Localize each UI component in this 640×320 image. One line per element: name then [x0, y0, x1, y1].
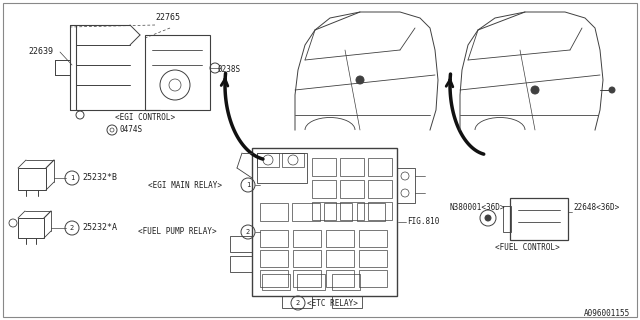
- Text: 0238S: 0238S: [218, 66, 241, 75]
- Bar: [312, 180, 336, 198]
- Bar: [282, 296, 312, 308]
- Text: 25232*A: 25232*A: [82, 223, 117, 233]
- Bar: [340, 202, 364, 220]
- Text: N380001<36D>: N380001<36D>: [450, 204, 506, 212]
- Bar: [359, 230, 387, 247]
- Bar: [145, 35, 210, 110]
- Text: 1: 1: [246, 182, 250, 188]
- Bar: [312, 158, 336, 176]
- Bar: [326, 230, 354, 247]
- Bar: [357, 203, 385, 221]
- Circle shape: [356, 76, 364, 84]
- Text: FIG.810: FIG.810: [407, 218, 440, 227]
- Bar: [260, 230, 288, 247]
- Bar: [262, 274, 290, 290]
- Text: 0474S: 0474S: [120, 125, 143, 134]
- Circle shape: [609, 87, 615, 93]
- Bar: [293, 230, 321, 247]
- Text: <ETC RELAY>: <ETC RELAY>: [307, 299, 358, 308]
- Bar: [260, 203, 288, 221]
- Text: <FUEL CONTROL>: <FUEL CONTROL>: [495, 244, 560, 252]
- Bar: [293, 250, 321, 267]
- Bar: [230, 236, 252, 252]
- Bar: [312, 202, 336, 220]
- Bar: [292, 203, 320, 221]
- Bar: [260, 270, 288, 287]
- Text: 2: 2: [70, 225, 74, 231]
- Text: 25232*B: 25232*B: [82, 173, 117, 182]
- Bar: [368, 158, 392, 176]
- Bar: [297, 274, 325, 290]
- Bar: [368, 202, 392, 220]
- Bar: [397, 168, 415, 203]
- Bar: [257, 153, 307, 183]
- Bar: [18, 168, 46, 190]
- Bar: [340, 158, 364, 176]
- Bar: [332, 296, 362, 308]
- Bar: [359, 250, 387, 267]
- Text: 1: 1: [70, 175, 74, 181]
- Bar: [260, 250, 288, 267]
- Text: 22639: 22639: [28, 47, 53, 57]
- Bar: [324, 203, 352, 221]
- Text: <EGI CONTROL>: <EGI CONTROL>: [115, 114, 175, 123]
- Text: 2: 2: [296, 300, 300, 306]
- Text: 2: 2: [246, 229, 250, 235]
- Circle shape: [531, 86, 539, 94]
- Bar: [368, 180, 392, 198]
- Bar: [326, 250, 354, 267]
- Bar: [359, 270, 387, 287]
- Bar: [326, 270, 354, 287]
- Bar: [510, 198, 568, 240]
- Bar: [332, 274, 360, 290]
- Text: 22765: 22765: [155, 13, 180, 22]
- Text: A096001155: A096001155: [584, 308, 630, 317]
- Bar: [18, 218, 44, 238]
- Circle shape: [485, 215, 491, 221]
- Bar: [257, 153, 279, 167]
- Bar: [230, 256, 252, 272]
- Bar: [282, 153, 304, 167]
- Text: <FUEL PUMP RELAY>: <FUEL PUMP RELAY>: [138, 228, 216, 236]
- Bar: [293, 270, 321, 287]
- Text: <EGI MAIN RELAY>: <EGI MAIN RELAY>: [148, 180, 222, 189]
- Bar: [340, 180, 364, 198]
- Bar: [252, 148, 397, 296]
- Bar: [503, 206, 511, 232]
- Text: 22648<36D>: 22648<36D>: [573, 204, 620, 212]
